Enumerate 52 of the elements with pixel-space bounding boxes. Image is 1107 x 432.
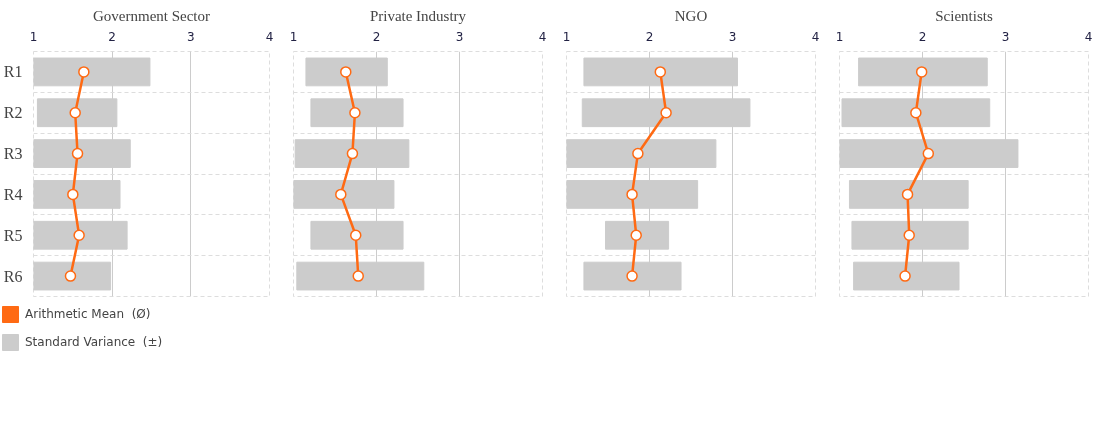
legend-label: Standard Variance (±) bbox=[25, 335, 163, 349]
x-tick-label: 4 bbox=[538, 29, 547, 44]
point bbox=[899, 270, 911, 282]
point bbox=[64, 270, 77, 282]
point bbox=[630, 229, 642, 241]
x-tick-label: 4 bbox=[811, 29, 820, 44]
point bbox=[654, 66, 667, 78]
chart-title: NGO bbox=[674, 7, 708, 24]
point bbox=[626, 270, 638, 282]
point bbox=[67, 188, 79, 201]
x-tick-label: 3 bbox=[187, 29, 195, 44]
point bbox=[69, 107, 81, 119]
point bbox=[903, 229, 915, 241]
y-tick-label: R3 bbox=[3, 145, 23, 163]
x-tick-label: 2 bbox=[108, 29, 116, 44]
point bbox=[660, 107, 672, 119]
chart-title: Government Sector bbox=[92, 7, 211, 24]
point bbox=[335, 188, 347, 201]
x-tick-label: 1 bbox=[289, 29, 298, 44]
x-tick-label: 3 bbox=[455, 29, 464, 44]
point bbox=[350, 229, 362, 241]
x-tick-label: 1 bbox=[562, 29, 571, 44]
x-tick-label: 2 bbox=[918, 29, 927, 44]
chart-title: Scientists bbox=[935, 7, 993, 24]
x-tick-label: 1 bbox=[29, 29, 38, 44]
point bbox=[73, 229, 85, 241]
point bbox=[352, 270, 364, 282]
point bbox=[349, 107, 361, 119]
legend-label: Arithmetic Mean (Ø) bbox=[25, 307, 151, 321]
x-tick-label: 2 bbox=[372, 29, 381, 44]
y-tick-label: R4 bbox=[3, 185, 23, 203]
point bbox=[915, 66, 928, 78]
point bbox=[901, 188, 914, 201]
point bbox=[346, 147, 359, 160]
point bbox=[632, 147, 644, 160]
point bbox=[922, 147, 935, 160]
y-tick-label: R2 bbox=[3, 104, 23, 122]
x-tick-label: 1 bbox=[835, 29, 844, 44]
point bbox=[78, 66, 90, 78]
chart-title: Private Industry bbox=[369, 7, 467, 24]
point bbox=[626, 188, 638, 201]
x-tick-label: 3 bbox=[1001, 29, 1010, 44]
point bbox=[71, 147, 84, 160]
point bbox=[910, 107, 922, 119]
y-tick-label: R1 bbox=[3, 63, 23, 81]
x-tick-label: 3 bbox=[728, 29, 737, 44]
x-tick-label: 2 bbox=[645, 29, 654, 44]
x-tick-label: 4 bbox=[265, 29, 274, 44]
y-tick-label: R5 bbox=[3, 226, 23, 244]
point bbox=[340, 66, 352, 78]
y-tick-label: R6 bbox=[3, 267, 23, 285]
x-tick-label: 4 bbox=[1084, 29, 1093, 44]
